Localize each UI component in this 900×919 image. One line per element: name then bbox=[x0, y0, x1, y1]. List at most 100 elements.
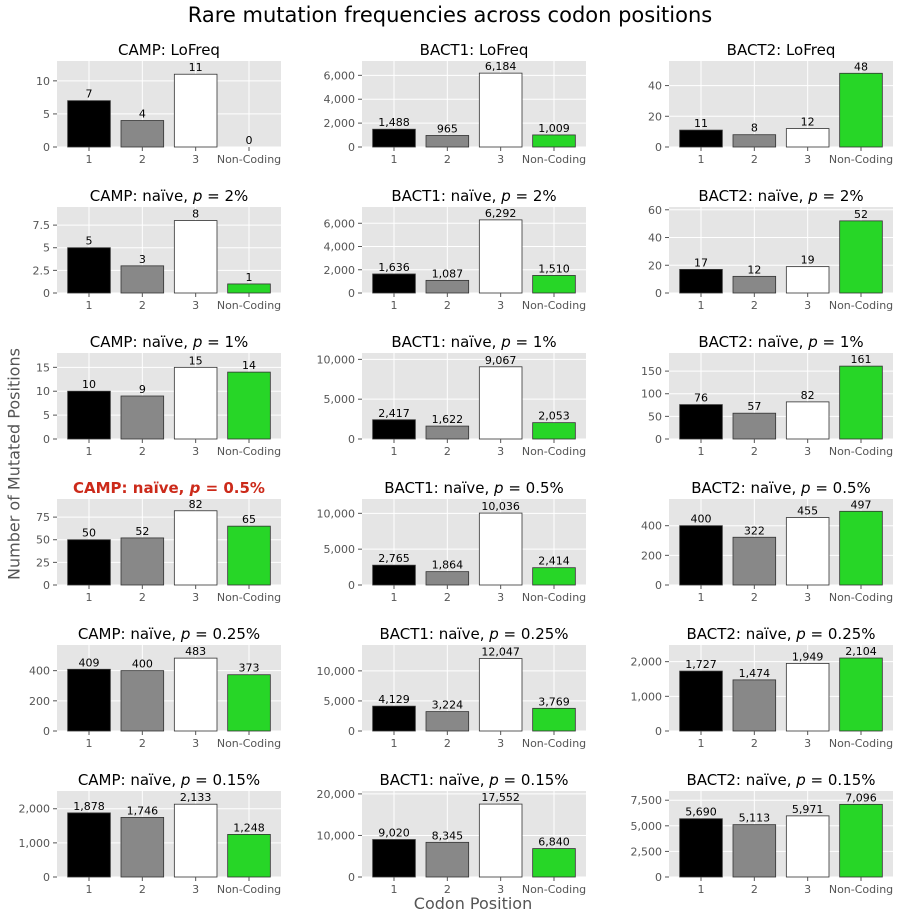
bar-position-1 bbox=[679, 670, 723, 732]
x-tick-label: Non-Coding bbox=[829, 153, 893, 166]
x-tick-label: 2 bbox=[139, 153, 146, 166]
y-tick-label: 40 bbox=[648, 80, 662, 93]
bar-value-label: 0 bbox=[246, 134, 253, 147]
y-tick-label: 200 bbox=[641, 549, 662, 562]
bar-position-2 bbox=[425, 711, 470, 732]
y-tick-label: 5,000 bbox=[324, 543, 356, 556]
y-tick-label: 20 bbox=[648, 110, 662, 123]
bar-value-label: 2,053 bbox=[538, 410, 570, 423]
x-tick-label: 2 bbox=[139, 737, 146, 750]
bar-value-label: 1,622 bbox=[432, 413, 464, 426]
bar-position-3 bbox=[173, 510, 218, 586]
bar-position-2 bbox=[732, 412, 777, 440]
subplot-title: BACT2: naïve, p = 0.25% bbox=[686, 625, 875, 643]
subplot-11: 0 5,000 10,000 2,765 1 1,864 2 10,036 3 2,414 Non-… bbox=[317, 479, 587, 604]
x-tick-label: Non-Coding bbox=[522, 591, 586, 604]
y-tick-label: 2,000 bbox=[324, 264, 356, 277]
bar-value-label: 2,104 bbox=[845, 645, 877, 658]
bar-value-label: 12 bbox=[801, 116, 815, 129]
x-tick-label: 3 bbox=[804, 153, 811, 166]
bar-position-3 bbox=[173, 657, 218, 732]
y-tick-label: 2,000 bbox=[324, 117, 356, 130]
bar-position-1 bbox=[679, 818, 723, 878]
bar-non-coding bbox=[839, 72, 883, 148]
subplot-4: 0 2.5 5 7.5 5 1 3 2 8 3 1 Non-Coding CAMP: naïve, p … bbox=[33, 187, 282, 312]
y-tick-label: 400 bbox=[29, 665, 50, 678]
x-tick-label: Non-Coding bbox=[217, 153, 281, 166]
bar-non-coding bbox=[532, 848, 576, 878]
bar-position-3 bbox=[173, 366, 218, 440]
bar-position-3 bbox=[478, 219, 523, 294]
bar-position-1 bbox=[679, 404, 723, 440]
bar-position-2 bbox=[732, 679, 777, 732]
y-tick-label: 50 bbox=[36, 534, 50, 547]
x-tick-label: Non-Coding bbox=[217, 299, 281, 312]
subplot-title: CAMP: naïve, p = 2% bbox=[90, 187, 249, 205]
x-tick-label: 1 bbox=[698, 445, 705, 458]
bar-value-label: 2,133 bbox=[180, 791, 212, 804]
bar-non-coding bbox=[227, 283, 271, 294]
y-tick-label: 25 bbox=[36, 556, 50, 569]
subplot-title: BACT2: naïve, p = 2% bbox=[698, 187, 863, 205]
x-tick-label: 1 bbox=[391, 737, 398, 750]
bar-non-coding bbox=[532, 707, 576, 732]
bar-position-2 bbox=[120, 537, 165, 586]
x-tick-label: 1 bbox=[698, 299, 705, 312]
bar-position-3 bbox=[478, 803, 523, 878]
bar-position-2 bbox=[425, 571, 470, 586]
x-tick-label: 3 bbox=[192, 299, 199, 312]
bar-position-2 bbox=[120, 670, 165, 732]
x-tick-label: 1 bbox=[698, 591, 705, 604]
subplot-8: 0 5,000 10,000 2,417 1 1,622 2 9,067 3 2,053 Non-C… bbox=[317, 333, 587, 458]
x-tick-label: Non-Coding bbox=[522, 299, 586, 312]
bar-position-1 bbox=[372, 564, 416, 586]
y-tick-label: 7,500 bbox=[631, 794, 663, 807]
y-tick-label: 200 bbox=[29, 695, 50, 708]
x-tick-label: Non-Coding bbox=[829, 737, 893, 750]
bar-value-label: 1,727 bbox=[685, 658, 717, 671]
x-tick-label: 3 bbox=[192, 591, 199, 604]
bar-position-3 bbox=[478, 512, 523, 586]
x-tick-label: 3 bbox=[497, 883, 504, 896]
bar-value-label: 12 bbox=[747, 263, 761, 276]
bar-value-label: 50 bbox=[82, 527, 96, 540]
y-tick-label: 0 bbox=[655, 433, 662, 446]
x-tick-label: 3 bbox=[192, 445, 199, 458]
bar-value-label: 8 bbox=[192, 208, 199, 221]
bar-value-label: 1,510 bbox=[538, 262, 570, 275]
subplot-title: CAMP: LoFreq bbox=[118, 41, 220, 59]
y-tick-label: 4,000 bbox=[324, 93, 356, 106]
bar-value-label: 4 bbox=[139, 108, 146, 121]
subplot-12: 0 200 400 400 1 322 2 455 3 497 Non-Coding BACT2: n… bbox=[641, 479, 893, 604]
bar-value-label: 409 bbox=[79, 656, 100, 669]
x-tick-label: Non-Coding bbox=[829, 883, 893, 896]
bar-value-label: 12,047 bbox=[481, 646, 520, 659]
bar-value-label: 3 bbox=[139, 253, 146, 266]
y-tick-label: 15 bbox=[36, 361, 50, 374]
y-tick-label: 1,000 bbox=[19, 837, 51, 850]
bar-position-1 bbox=[67, 668, 111, 732]
subplot-10: 0 25 50 75 50 1 52 2 82 3 65 Non-Coding CAMP: naïve,… bbox=[36, 479, 281, 604]
bar-value-label: 373 bbox=[239, 662, 260, 675]
bar-value-label: 1,864 bbox=[432, 559, 464, 572]
x-tick-label: 2 bbox=[444, 591, 451, 604]
subplot-title: BACT2: LoFreq bbox=[727, 41, 836, 59]
x-tick-label: 2 bbox=[751, 883, 758, 896]
bar-position-3 bbox=[478, 366, 523, 440]
subplot-16: 0 1,000 2,000 1,878 1 1,746 2 2,133 3 1,248 Non-Co… bbox=[19, 771, 282, 896]
bar-value-label: 455 bbox=[797, 505, 818, 518]
x-tick-label: 1 bbox=[698, 883, 705, 896]
bar-value-label: 6,292 bbox=[485, 207, 517, 220]
bar-position-2 bbox=[425, 841, 470, 878]
x-tick-label: 2 bbox=[139, 883, 146, 896]
y-tick-label: 0 bbox=[43, 725, 50, 738]
x-tick-label: 2 bbox=[751, 445, 758, 458]
subplot-title: BACT1: naïve, p = 0.15% bbox=[379, 771, 568, 789]
bar-value-label: 9 bbox=[139, 383, 146, 396]
bar-value-label: 5,690 bbox=[685, 806, 717, 819]
subplot-title: BACT1: naïve, p = 0.25% bbox=[379, 625, 568, 643]
bar-value-label: 400 bbox=[132, 658, 153, 671]
bar-position-2 bbox=[425, 425, 470, 440]
bar-position-3 bbox=[785, 401, 830, 440]
x-tick-label: 1 bbox=[698, 737, 705, 750]
